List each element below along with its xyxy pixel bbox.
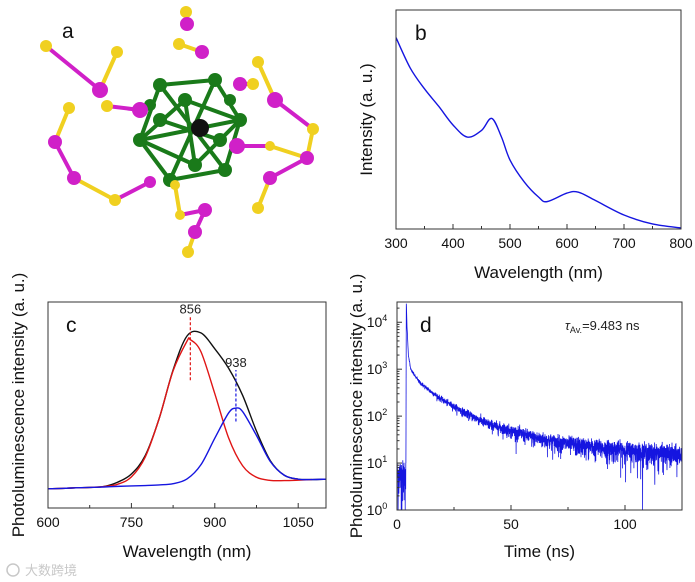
x-axis-label: Wavelength (nm) (474, 263, 603, 282)
panel-label-a: a (62, 20, 74, 43)
x-tick-label: 750 (120, 514, 144, 530)
y-tick-base: 10 (367, 502, 383, 518)
panel-label-c: c (66, 314, 77, 337)
y-tick-exponent: 2 (382, 407, 387, 417)
y-axis-label: Photoluminescence intensity (a. u.) (9, 273, 28, 538)
y-tick-base: 10 (367, 361, 383, 377)
x-tick-label: 300 (384, 235, 408, 251)
peak-label: 938 (225, 355, 247, 370)
series-line-fit-938 (48, 407, 326, 490)
x-tick-label: 1050 (283, 514, 314, 530)
panel-label-d: d (420, 314, 432, 337)
y-tick-label: 104 (367, 313, 388, 330)
x-tick-label: 600 (36, 514, 60, 530)
y-tick-label: 102 (367, 407, 388, 424)
x-axis-label: Time (ns) (504, 542, 575, 561)
x-tick-label: 900 (203, 514, 227, 530)
y-tick-label: 103 (367, 360, 388, 377)
y-tick-exponent: 3 (382, 360, 387, 370)
lifetime-value: =9.483 ns (582, 318, 640, 333)
tau-symbol: τ (565, 318, 571, 333)
peak-label: 856 (179, 301, 201, 316)
x-tick-label: 700 (612, 235, 636, 251)
panel-label-b: b (415, 22, 427, 45)
y-axis-label: Photoluminescence intensity (a. u.) (347, 274, 366, 539)
x-tick-label: 600 (555, 235, 579, 251)
x-tick-label: 100 (613, 516, 637, 532)
watermark-text: 大数跨境 (25, 564, 77, 579)
plot-frame (47, 301, 327, 509)
atoms-gold (48, 17, 314, 239)
chart-panel-b: 300 400 500 600 700 800 Wavelength (nm) Intensi… (357, 9, 693, 282)
x-tick-label: 0 (393, 516, 401, 532)
molecular-structure (40, 6, 319, 258)
y-tick-exponent: 1 (382, 454, 387, 464)
y-tick-exponent: 0 (382, 501, 387, 511)
watermark: 大数跨境 (6, 563, 77, 579)
y-tick-base: 10 (367, 408, 383, 424)
series-line-absorption (396, 37, 681, 229)
y-tick-label: 101 (367, 454, 388, 471)
watermark-icon (6, 563, 20, 577)
atoms-sulfur (40, 6, 319, 258)
x-tick-label: 50 (503, 516, 519, 532)
x-axis-label: Wavelength (nm) (123, 542, 252, 561)
series-line-measured (48, 330, 326, 490)
chart-panel-c: 600 750 900 1050 Wavelength (nm) Photolumines… (9, 273, 327, 561)
tau-subscript: Av. (570, 325, 582, 335)
y-tick-base: 10 (367, 455, 383, 471)
series-line-fit-856 (48, 337, 313, 490)
series-line-decay (397, 303, 682, 510)
y-tick-label: 100 (367, 501, 388, 518)
atoms-core (133, 73, 247, 187)
x-tick-label: 800 (669, 235, 693, 251)
plot-frame (396, 301, 683, 511)
y-tick-base: 10 (367, 314, 383, 330)
lifetime-annotation: τAv.=9.483 ns (565, 318, 640, 335)
x-tick-label: 500 (498, 235, 522, 251)
x-tick-label: 400 (441, 235, 465, 251)
y-tick-exponent: 4 (382, 313, 387, 323)
y-axis-label: Intensity (a. u.) (357, 63, 376, 175)
